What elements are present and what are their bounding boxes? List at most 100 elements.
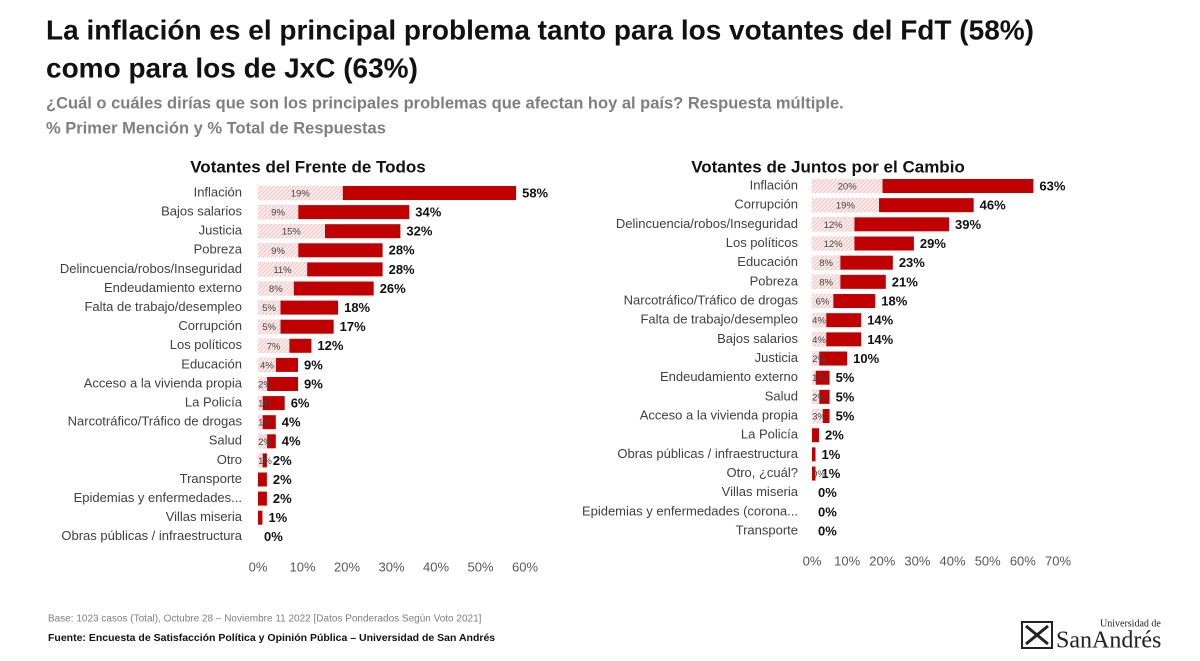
category-label: Villas miseria [722, 484, 799, 499]
source: Fuente: Encuesta de Satisfacción Polític… [48, 632, 495, 644]
first-mention-label: 11% [273, 265, 292, 276]
category-label: Los políticos [726, 235, 799, 250]
category-label: Corrupción [178, 318, 242, 333]
first-mention-label: 4% [812, 316, 826, 327]
chart-title: Votantes de Juntos por el Cambio [691, 157, 965, 176]
bar-first-mention [257, 376, 268, 392]
value-label: 28% [389, 262, 415, 277]
value-label: 21% [892, 274, 918, 289]
bar-first-mention [257, 262, 308, 277]
category-label: Endeudamiento externo [104, 280, 242, 295]
x-tick-label: 20% [869, 553, 895, 568]
bar-first-mention [811, 197, 880, 213]
value-label: 6% [291, 396, 310, 411]
category-label: Otro, ¿cuál? [726, 465, 798, 480]
bar-first-mention [811, 351, 820, 366]
first-mention-label: 2% [812, 392, 826, 403]
logo-text: SanAndrés [1056, 628, 1161, 654]
bar-total [812, 447, 816, 462]
bar-first-mention [257, 185, 343, 201]
bar-first-mention [257, 395, 263, 411]
logo-text: Universidad de [1100, 618, 1161, 629]
bar-total [258, 491, 267, 506]
first-mention-label: 7% [267, 341, 281, 352]
category-label: Acceso a la vivienda propia [640, 407, 799, 422]
bar-total [812, 428, 820, 443]
bar-total [258, 510, 263, 525]
x-tick-label: 0% [803, 553, 822, 568]
bar-first-mention [257, 434, 268, 449]
category-label: Bajos salarios [717, 331, 798, 346]
category-label: Justicia [199, 223, 243, 238]
category-label: Salud [765, 388, 798, 403]
category-label: La Policía [741, 427, 799, 442]
category-label: Salud [209, 433, 242, 448]
category-label: Corrupción [734, 197, 798, 212]
category-label: Epidemias y enfermedades... [74, 490, 242, 505]
value-label: 28% [389, 243, 415, 258]
bar-total [812, 351, 848, 366]
category-label: Delincuencia/robos/Inseguridad [60, 261, 242, 276]
first-mention-label: 1% [812, 373, 826, 384]
bar-first-mention [257, 453, 263, 468]
subtitle-line: ¿Cuál o cuáles dirías que son los princi… [46, 94, 844, 112]
bar-first-mention [257, 319, 281, 334]
bar-first-mention [257, 357, 277, 373]
subtitle-line: % Primer Mención y % Total de Respuestas [46, 119, 386, 137]
first-mention-label: 0% [812, 469, 826, 480]
value-label: 0% [818, 485, 837, 500]
x-tick-label: 60% [1010, 553, 1036, 568]
value-label: 2% [273, 453, 292, 468]
category-label: Educación [737, 254, 798, 269]
value-label: 5% [836, 408, 855, 423]
first-mention-label: 2% [258, 380, 272, 391]
first-mention-label: 1% [258, 456, 272, 467]
bar-first-mention [257, 338, 290, 354]
charts: Votantes del Frente de Todos 0% 10% 20% 30% 4… [60, 157, 1072, 574]
first-mention-label: 8% [819, 277, 833, 288]
category-label: Narcotráfico/Tráfico de drogas [68, 414, 243, 429]
value-label: 2% [273, 491, 292, 506]
category-label: Villas miseria [166, 509, 243, 524]
value-label: 5% [836, 389, 855, 404]
value-label: 34% [415, 205, 441, 220]
value-label: 58% [522, 185, 548, 200]
bar-first-mention [257, 204, 299, 220]
first-mention-label: 5% [262, 303, 276, 314]
logo: Universidad de SanAndrés [1021, 618, 1161, 654]
value-label: 2% [273, 472, 292, 487]
value-label: 12% [317, 338, 343, 353]
first-mention-label: 8% [819, 258, 833, 269]
category-label: Transporte [736, 522, 798, 537]
value-label: 23% [899, 255, 925, 270]
bar-first-mention [811, 293, 834, 309]
first-mention-label: 4% [812, 335, 826, 346]
category-label: Pobreza [194, 242, 243, 257]
value-label: 4% [282, 434, 301, 449]
category-label: Endeudamiento externo [660, 369, 798, 384]
title-line: La inflación es el principal problema ta… [46, 14, 1034, 45]
value-label: 2% [825, 428, 844, 443]
category-label: Transporte [180, 471, 242, 486]
bar-first-mention [257, 300, 281, 315]
bar-first-mention [811, 389, 820, 405]
x-tick-label: 10% [289, 559, 315, 574]
x-tick-label: 20% [334, 559, 360, 574]
first-mention-label: 9% [271, 208, 285, 219]
category-label: La Policía [185, 395, 243, 410]
value-label: 1% [822, 447, 841, 462]
value-label: 39% [955, 217, 981, 232]
category-label: Narcotráfico/Tráfico de drogas [624, 292, 799, 307]
category-label: Los políticos [170, 337, 243, 352]
category-label: Justicia [755, 350, 799, 365]
value-label: 1% [268, 510, 287, 525]
first-mention-label: 19% [291, 189, 311, 200]
category-label: Epidemias y enfermedades (corona... [582, 503, 798, 518]
value-label: 32% [406, 224, 432, 239]
category-label: Inflación [750, 177, 798, 192]
first-mention-label: 6% [816, 297, 830, 308]
value-label: 63% [1039, 178, 1065, 193]
first-mention-label: 1% [258, 418, 272, 429]
bar-total [812, 370, 830, 385]
first-mention-label: 5% [262, 322, 276, 333]
